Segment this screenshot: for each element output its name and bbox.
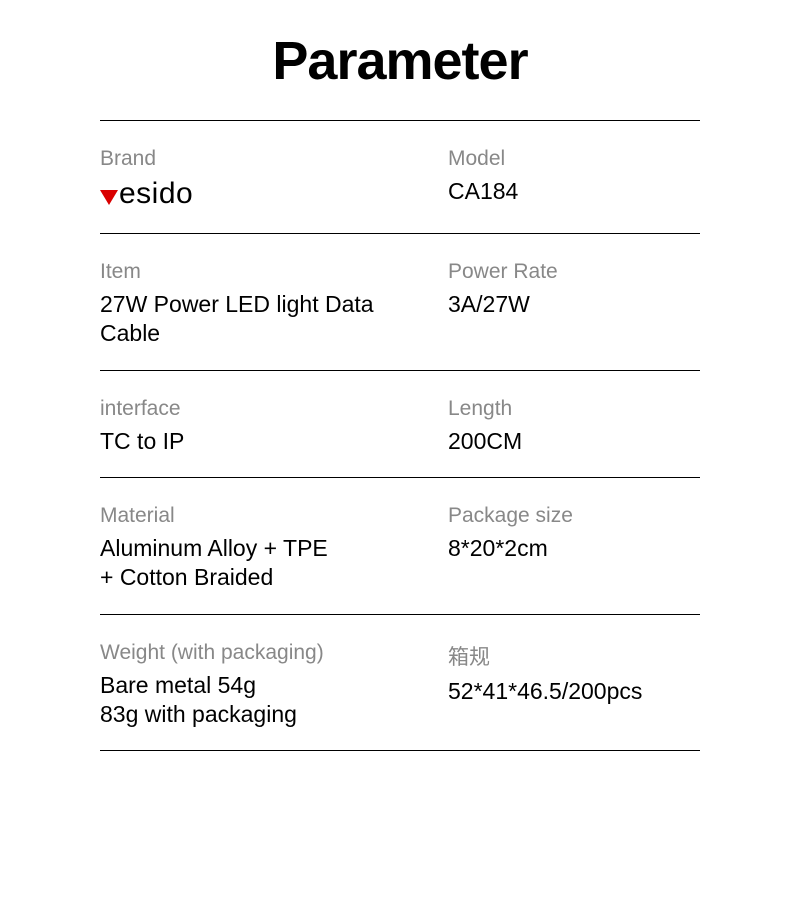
- spec-value: CA184: [448, 177, 700, 206]
- spec-value: 8*20*2cm: [448, 534, 700, 563]
- spec-label: Model: [448, 147, 700, 171]
- spec-row: Brand esido Model CA184: [100, 121, 700, 233]
- logo-triangle-icon: [100, 190, 118, 205]
- spec-row: Item 27W Power LED light Data Cable Powe…: [100, 234, 700, 370]
- spec-row: Weight (with packaging) Bare metal 54g83…: [100, 615, 700, 751]
- spec-label: Package size: [448, 504, 700, 528]
- spec-label: 箱规: [448, 641, 700, 671]
- spec-value: TC to IP: [100, 427, 438, 456]
- page-title: Parameter: [100, 30, 700, 92]
- logo-text: esido: [119, 177, 193, 211]
- spec-value: Bare metal 54g83g with packaging: [100, 671, 438, 729]
- spec-row: Material Aluminum Alloy + TPE+ Cotton Br…: [100, 478, 700, 614]
- spec-label: interface: [100, 397, 438, 421]
- spec-label: Brand: [100, 147, 438, 171]
- spec-row: interface TC to IP Length 200CM: [100, 371, 700, 478]
- spec-value: Aluminum Alloy + TPE+ Cotton Braided: [100, 534, 438, 592]
- spec-label: Power Rate: [448, 260, 700, 284]
- spec-value: 200CM: [448, 427, 700, 456]
- spec-value: 27W Power LED light Data Cable: [100, 290, 438, 348]
- spec-label: Material: [100, 504, 438, 528]
- spec-label: Item: [100, 260, 438, 284]
- brand-logo: esido: [100, 177, 438, 211]
- divider: [100, 750, 700, 751]
- spec-value: 52*41*46.5/200pcs: [448, 677, 700, 706]
- spec-label: Length: [448, 397, 700, 421]
- spec-value: 3A/27W: [448, 290, 700, 319]
- spec-label: Weight (with packaging): [100, 641, 438, 665]
